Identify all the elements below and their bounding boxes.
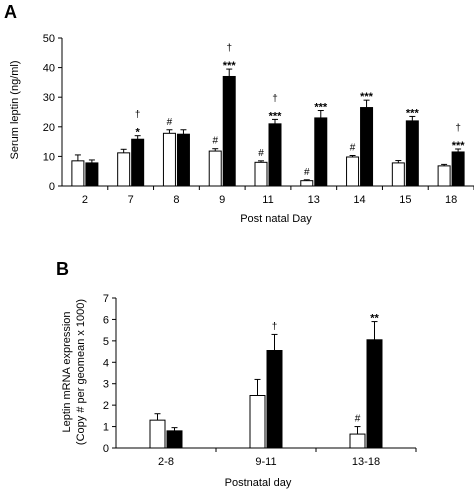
bar-black: [176, 133, 190, 187]
bar-black: [166, 430, 183, 449]
y-tick-label: 50: [43, 33, 55, 45]
bar-black: [266, 350, 283, 449]
y-tick-label: 3: [103, 379, 109, 391]
panel-b: B Leptin mRNA expression (Copy # per geo…: [56, 259, 417, 489]
significance-mark: #: [167, 117, 173, 128]
panel-b-xlabel: Postnatal day: [225, 477, 292, 489]
panel-a-letter: A: [4, 2, 17, 22]
bar-black: [366, 339, 383, 449]
panel-a-plot-area: 0 10 20 30 40 50 2 7 8 9 11 13 14 15 18 * † # # *** † # *** † # *…: [43, 33, 474, 206]
significance-mark: †: [272, 321, 278, 332]
significance-mark: †: [455, 123, 461, 134]
panel-b-letter: B: [56, 259, 69, 279]
bar-white: [300, 180, 314, 187]
bar-black: [405, 120, 419, 187]
bar-white: [349, 433, 366, 449]
x-tick-label: 7: [128, 194, 134, 206]
bar-white: [117, 152, 131, 187]
x-tick-label: 18: [445, 194, 457, 206]
bar-white: [437, 165, 451, 187]
x-tick-label: 2: [82, 194, 88, 206]
y-tick-label: 4: [103, 357, 109, 369]
bar-black: [268, 123, 282, 187]
panel-a: A Serum leptin (ng/ml) Post natal Day 0 1…: [4, 2, 474, 225]
significance-mark: †: [226, 43, 232, 54]
x-tick-label: 15: [399, 194, 411, 206]
y-tick-label: 0: [103, 443, 109, 455]
y-tick-label: 1: [103, 422, 109, 434]
x-tick-label: 14: [353, 194, 365, 206]
bar-white: [208, 150, 222, 187]
y-tick-label: 7: [103, 293, 109, 305]
bar-white: [162, 132, 176, 187]
y-tick-label: 30: [43, 92, 55, 104]
bar-black: [314, 117, 328, 187]
bar-white: [149, 419, 166, 449]
significance-mark: †: [135, 110, 141, 121]
bar-white: [391, 162, 405, 187]
bar-black: [85, 162, 99, 187]
significance-mark: ***: [360, 91, 374, 103]
significance-mark: ***: [269, 110, 283, 122]
x-tick-label: 13-18: [352, 456, 380, 468]
significance-mark: †: [272, 93, 278, 104]
x-tick-label: 2-8: [158, 456, 174, 468]
bar-black: [222, 75, 236, 187]
significance-mark: #: [304, 167, 310, 178]
significance-mark: #: [350, 143, 356, 154]
y-tick-label: 0: [49, 181, 55, 193]
x-tick-label: 13: [308, 194, 320, 206]
significance-mark: #: [355, 414, 361, 425]
panel-b-ylabel: Leptin mRNA expression: [61, 311, 73, 432]
panel-b-plot-area: 0 1 2 3 4 5 6 7 2-8 9-11 13-18 † # **: [103, 293, 417, 468]
y-tick-label: 6: [103, 314, 109, 326]
significance-mark: ***: [452, 140, 466, 152]
panel-b-ylabel-2: (Copy # per geomean x 1000): [75, 299, 87, 445]
x-tick-label: 9: [219, 194, 225, 206]
significance-mark: ***: [223, 60, 237, 72]
bar-white: [71, 160, 85, 187]
x-tick-label: 11: [262, 194, 273, 206]
y-tick-label: 2: [103, 400, 109, 412]
x-tick-label: 8: [173, 194, 179, 206]
x-tick-label: 9-11: [255, 456, 276, 468]
bar-black: [360, 107, 374, 187]
panel-a-ylabel: Serum leptin (ng/ml): [9, 60, 21, 159]
y-tick-label: 5: [103, 336, 109, 348]
significance-mark: *: [136, 127, 141, 139]
bar-white: [249, 395, 266, 449]
bar-white: [254, 161, 268, 187]
bar-white: [346, 156, 360, 187]
bar-black: [451, 151, 465, 187]
y-tick-label: 20: [43, 122, 55, 134]
significance-mark: **: [370, 313, 379, 325]
significance-mark: ***: [406, 107, 420, 119]
panel-a-xlabel: Post natal Day: [240, 213, 312, 225]
bar-black: [131, 138, 145, 187]
y-tick-label: 10: [43, 151, 55, 163]
significance-mark: #: [212, 136, 218, 147]
significance-mark: ***: [314, 102, 328, 114]
significance-mark: #: [258, 148, 264, 159]
y-tick-label: 40: [43, 63, 55, 75]
